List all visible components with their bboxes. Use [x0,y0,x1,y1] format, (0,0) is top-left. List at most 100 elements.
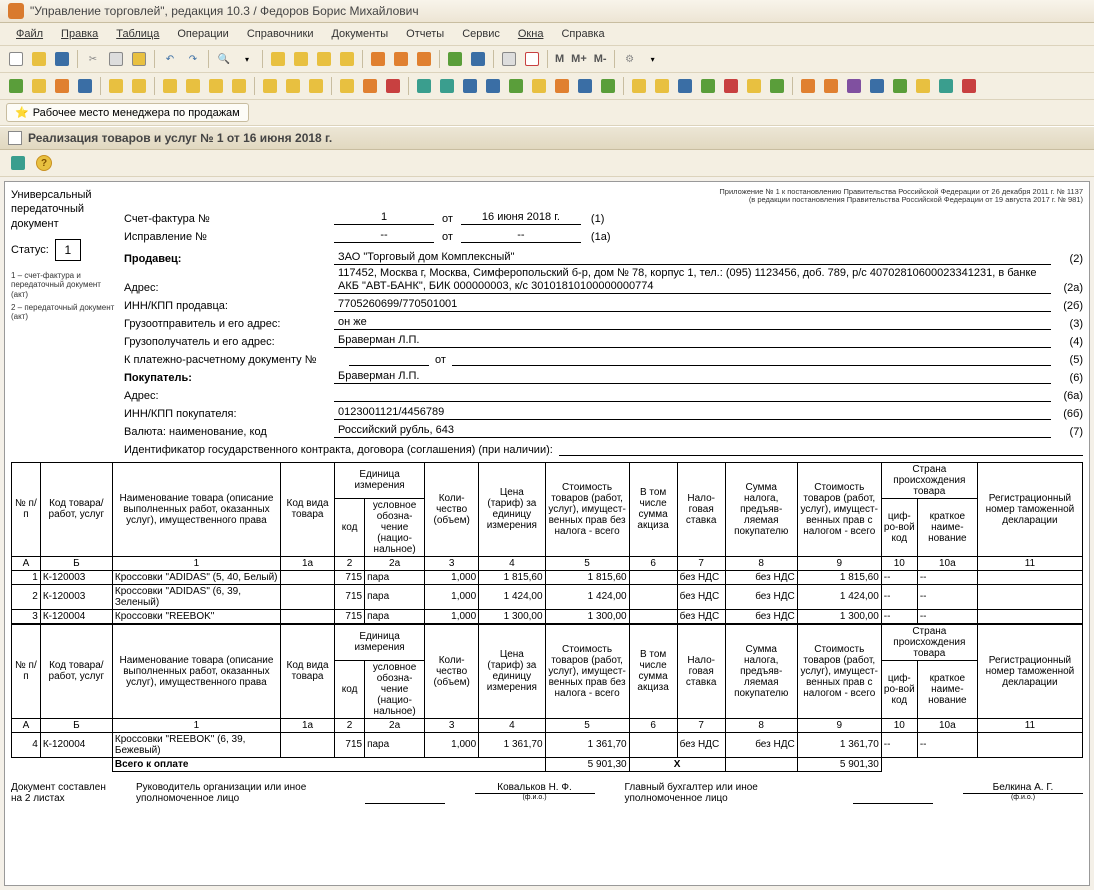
tb-ic8[interactable] [445,49,465,69]
goods-table-2: № п/п Код товара/ работ, услуг Наименова… [11,624,1083,772]
menu-docs[interactable]: Документы [323,25,396,43]
header-block: Счет-фактура №1от16 июня 2018 г.(1) Испр… [124,209,1083,456]
menu-reports[interactable]: Отчеты [398,25,452,43]
menu-table[interactable]: Таблица [108,25,167,43]
tb2-31[interactable] [744,76,764,96]
tb2-25[interactable] [598,76,618,96]
menu-edit[interactable]: Правка [53,25,106,43]
toolbar-2 [0,73,1094,100]
tb-new-icon[interactable] [6,49,26,69]
doc-icon [8,131,22,145]
signature-block: Документ составлен на 2 листах Руководит… [11,782,1083,804]
table-row: 4К-120004Кроссовки "REEBOK" (6, 39, Беже… [12,732,1083,757]
menu-windows[interactable]: Окна [510,25,552,43]
app-title: "Управление торговлей", редакция 10.3 / … [30,4,419,18]
tb2-10[interactable] [229,76,249,96]
doc-tb-1[interactable] [8,153,28,173]
tb-ic3[interactable] [314,49,334,69]
tb-settings-icon[interactable]: ⚙ [620,49,640,69]
tb2-5[interactable] [106,76,126,96]
tb2-39[interactable] [936,76,956,96]
tb2-13[interactable] [306,76,326,96]
tb2-24[interactable] [575,76,595,96]
menu-help[interactable]: Справка [553,25,612,43]
menu-service[interactable]: Сервис [454,25,508,43]
tb2-14[interactable] [337,76,357,96]
tb2-29[interactable] [698,76,718,96]
table-row: 1К-120003Кроссовки "ADIDAS" (5, 40, Белы… [12,570,1083,584]
tb2-38[interactable] [913,76,933,96]
workspace-btn[interactable]: ⭐ Рабочее место менеджера по продажам [6,103,249,122]
menu-refs[interactable]: Справочники [239,25,322,43]
tb2-27[interactable] [652,76,672,96]
status-box: 1 [55,239,81,261]
tb-ic5[interactable] [368,49,388,69]
tb-ic1[interactable] [268,49,288,69]
tb2-6[interactable] [129,76,149,96]
tb-m[interactable]: М [553,53,566,65]
secondary-bar: ⭐ Рабочее место менеджера по продажам [0,100,1094,126]
tb2-22[interactable] [529,76,549,96]
app-titlebar: "Управление торговлей", редакция 10.3 / … [0,0,1094,23]
menu-ops[interactable]: Операции [169,25,236,43]
tb2-30[interactable] [721,76,741,96]
tb2-4[interactable] [75,76,95,96]
note-2: 2 – передаточный документ (акт) [11,303,116,322]
tb2-11[interactable] [260,76,280,96]
tb-mplus[interactable]: М+ [569,53,589,65]
note-1: 1 – счет-фактура и передаточный документ… [11,271,116,300]
tb-cut-icon[interactable]: ✂ [83,49,103,69]
tb-ic6[interactable] [391,49,411,69]
main-column: Приложение № 1 к постановлению Правитель… [124,188,1083,879]
tb2-1[interactable] [6,76,26,96]
tb-undo-icon[interactable]: ↶ [160,49,180,69]
tb2-2[interactable] [29,76,49,96]
app-icon [8,3,24,19]
tb2-16[interactable] [383,76,403,96]
menu-file[interactable]: Файл [8,25,51,43]
tb-mminus[interactable]: М- [592,53,609,65]
tb2-9[interactable] [206,76,226,96]
tb-save-icon[interactable] [52,49,72,69]
tb2-7[interactable] [160,76,180,96]
tb-ic4[interactable] [337,49,357,69]
tb-redo-icon[interactable]: ↷ [183,49,203,69]
tb-ic9[interactable] [468,49,488,69]
menubar: Файл Правка Таблица Операции Справочники… [0,23,1094,46]
doc-titlebar: Реализация товаров и услуг № 1 от 16 июн… [0,126,1094,150]
tb2-15[interactable] [360,76,380,96]
toolbar-1: ✂ ↶ ↷ 🔍 ▾ М М+ М- ⚙ ▾ [0,46,1094,73]
tb2-32[interactable] [767,76,787,96]
tb-dropdown-icon[interactable]: ▾ [237,49,257,69]
tb-date-icon[interactable] [522,49,542,69]
tb2-19[interactable] [460,76,480,96]
total-row: Всего к оплате 5 901,30Х 5 901,30 [12,757,1083,771]
tb2-26[interactable] [629,76,649,96]
tb2-33[interactable] [798,76,818,96]
tb2-17[interactable] [414,76,434,96]
tb-paste-icon[interactable] [129,49,149,69]
tb-calc-icon[interactable] [499,49,519,69]
tb2-18[interactable] [437,76,457,96]
tb-open-icon[interactable] [29,49,49,69]
tb2-23[interactable] [552,76,572,96]
status-row: Статус: 1 [11,239,116,261]
tb2-35[interactable] [844,76,864,96]
doc-tb-help-icon[interactable]: ? [34,153,54,173]
tb-zoom-icon[interactable]: 🔍 [214,49,234,69]
tb2-37[interactable] [890,76,910,96]
tb2-3[interactable] [52,76,72,96]
tb2-40[interactable] [959,76,979,96]
tb2-20[interactable] [483,76,503,96]
tb-dd2[interactable]: ▾ [643,49,663,69]
sheets-label: Документ составлен на 2 листах [11,782,106,804]
tb2-34[interactable] [821,76,841,96]
tb2-28[interactable] [675,76,695,96]
tb2-8[interactable] [183,76,203,96]
tb2-21[interactable] [506,76,526,96]
tb2-36[interactable] [867,76,887,96]
tb2-12[interactable] [283,76,303,96]
tb-ic2[interactable] [291,49,311,69]
tb-ic7[interactable] [414,49,434,69]
tb-copy-icon[interactable] [106,49,126,69]
